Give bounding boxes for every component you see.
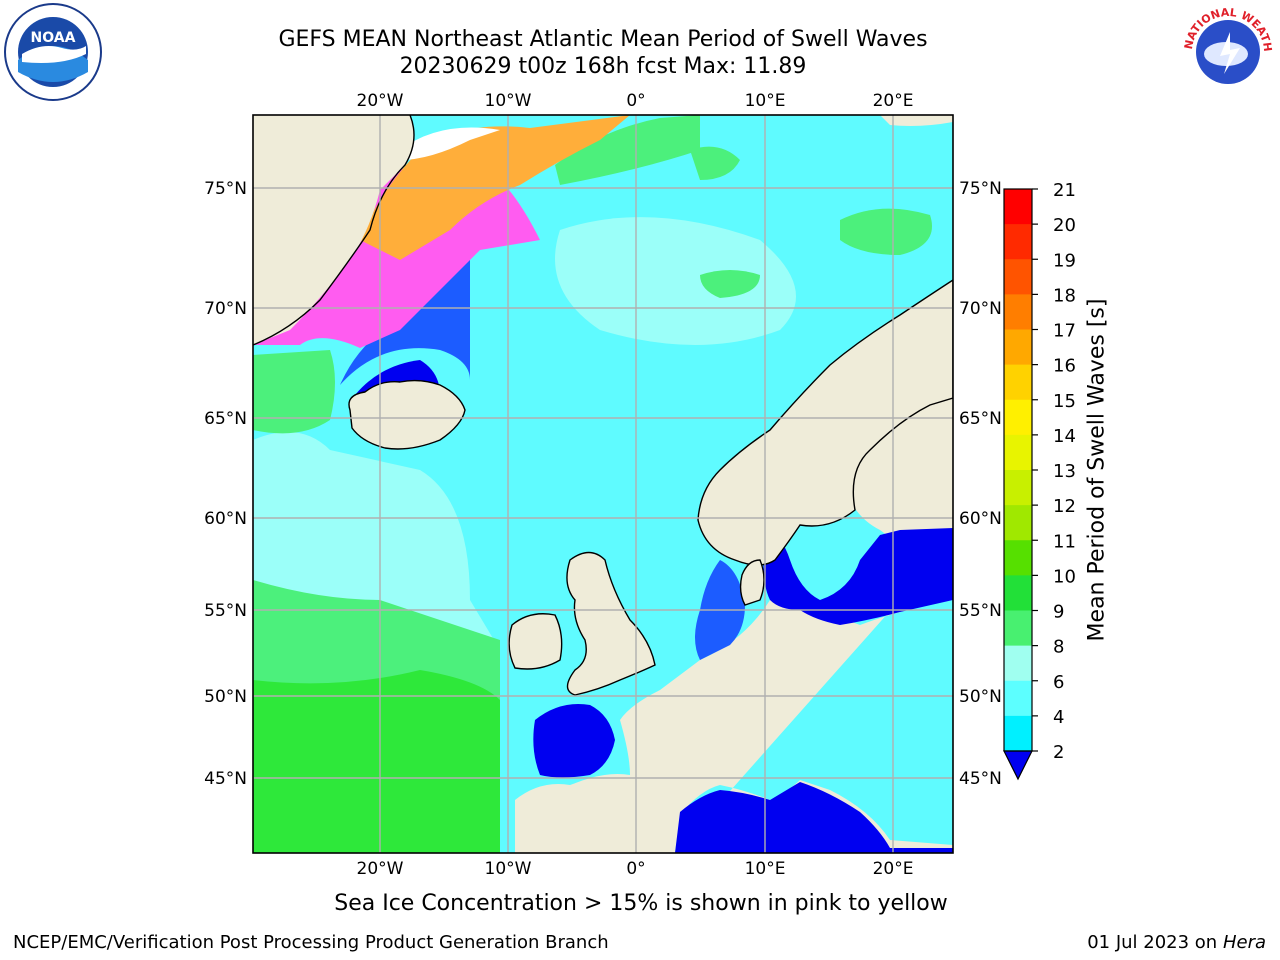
swell-green-patch-1: [840, 208, 932, 255]
land-sweden-finland: [849, 280, 953, 853]
lat-tick-left: 45°N: [204, 769, 247, 789]
land-iberia: [515, 777, 640, 853]
colorbar-segment: [1004, 329, 1032, 366]
swell-green-patch-2: [700, 270, 760, 298]
colorbar-tick-label: 6: [1053, 672, 1064, 693]
colorbar-segment: [1004, 434, 1032, 471]
lat-tick-right: 50°N: [959, 687, 1002, 707]
colorbar-tick-label: 21: [1053, 180, 1076, 201]
colorbar-tick-label: 17: [1053, 321, 1076, 342]
lat-tick-right: 45°N: [959, 769, 1002, 789]
colorbar-label: Mean Period of Swell Waves [s]: [1084, 298, 1110, 642]
colorbar-segment: [1004, 505, 1032, 541]
colorbar-tick-label: 12: [1053, 496, 1076, 517]
lat-tick-right: 75°N: [959, 179, 1002, 199]
colorbar-segment: [1004, 189, 1032, 225]
lon-tick-top: 20°E: [873, 91, 914, 111]
colorbar-segment: [1004, 470, 1032, 506]
lat-tick-left: 55°N: [204, 601, 247, 621]
footer-credit: NCEP/EMC/Verification Post Processing Pr…: [13, 932, 609, 953]
colorbar-segment: [1004, 680, 1032, 717]
land-svalbard: [880, 115, 953, 126]
swell-green-region-west: [253, 350, 335, 434]
lon-tick-bottom: 10°E: [745, 859, 786, 879]
sea-bay-of-biscay: [533, 704, 615, 778]
sea-ice-white: [400, 127, 500, 160]
chart-subtitle: 20230629 t00z 168h fcst Max: 11.89: [399, 54, 807, 79]
sea-baltic: [763, 528, 953, 625]
colorbar-tick-label: 14: [1053, 426, 1076, 447]
footer-date-text: 01 Jul 2023 on: [1087, 932, 1218, 953]
noaa-logo-text: NOAA: [31, 30, 76, 46]
colorbar-segment: [1004, 715, 1032, 752]
colorbar-segment: [1004, 224, 1032, 260]
colorbar-segment: [1004, 540, 1032, 576]
colorbar-tick-label: 8: [1053, 637, 1064, 658]
lon-tick-top: 0°: [626, 91, 645, 111]
colorbar-tick-label: 16: [1053, 356, 1076, 377]
lat-tick-left: 70°N: [204, 299, 247, 319]
colorbar-segment: [1004, 399, 1032, 436]
lon-tick-bottom: 20°W: [357, 859, 404, 879]
lon-tick-top: 10°W: [485, 91, 532, 111]
lat-tick-right: 65°N: [959, 409, 1002, 429]
lon-tick-bottom: 20°E: [873, 859, 914, 879]
lon-tick-bottom: 0°: [626, 859, 645, 879]
colorbar-tick-label: 20: [1053, 215, 1076, 236]
colorbar-tick-label: 10: [1053, 566, 1076, 587]
colorbar-segment: [1004, 294, 1032, 330]
lat-tick-left: 65°N: [204, 409, 247, 429]
map-area: [253, 115, 953, 853]
lat-tick-left: 75°N: [204, 179, 247, 199]
colorbar-tick-label: 11: [1053, 531, 1076, 552]
lat-tick-left: 60°N: [204, 509, 247, 529]
map-frame: [252, 114, 954, 854]
swell-pale-region-north: [555, 217, 796, 345]
colorbar-tick-label: 19: [1053, 250, 1076, 271]
colorbar-tick-label: 2: [1053, 742, 1064, 763]
colorbar-tick-label: 18: [1053, 285, 1076, 306]
swell-bright-green-region: [253, 670, 500, 853]
colorbar: 21 20 19 18 17 16 15 14 13 12 11 10 9 8 6 4 2: [1003, 180, 1076, 781]
colorbar-tick-label: 4: [1053, 707, 1064, 728]
lon-tick-top: 20°W: [357, 91, 404, 111]
colorbar-segment: [1004, 364, 1032, 401]
lat-tick-right: 55°N: [959, 601, 1002, 621]
land-greenland: [253, 115, 414, 345]
noaa-logo: NOAA: [4, 3, 102, 101]
lat-tick-right: 60°N: [959, 509, 1002, 529]
chart-title: GEFS MEAN Northeast Atlantic Mean Period…: [278, 27, 928, 52]
swell-green-patch-4: [555, 115, 700, 185]
sea-mediterranean: [675, 782, 953, 853]
lon-tick-top: 10°E: [745, 91, 786, 111]
footer-machine: Hera: [1222, 932, 1266, 953]
colorbar-underflow-arrow: [1003, 750, 1033, 781]
footer-date: 01 Jul 2023 on Hera: [1087, 932, 1266, 953]
graticule: [253, 115, 953, 853]
nws-logo: NATIONAL WEATHER SERVICE: [1178, 2, 1276, 100]
colorbar-tick-label: 15: [1053, 391, 1076, 412]
sea-ice-caption: Sea Ice Concentration > 15% is shown in …: [334, 891, 948, 916]
lat-tick-right: 70°N: [959, 299, 1002, 319]
greenland-coastline: [253, 115, 415, 346]
lon-tick-bottom: 10°W: [485, 859, 532, 879]
colorbar-segment: [1004, 610, 1032, 647]
colorbar-segment: [1004, 259, 1032, 295]
colorbar-segment: [1004, 575, 1032, 611]
lat-tick-left: 50°N: [204, 687, 247, 707]
colorbar-segment: [1004, 645, 1032, 682]
colorbar-tick-label: 9: [1053, 602, 1064, 623]
colorbar-tick-label: 13: [1053, 461, 1076, 482]
swell-green-patch-3: [690, 146, 740, 180]
